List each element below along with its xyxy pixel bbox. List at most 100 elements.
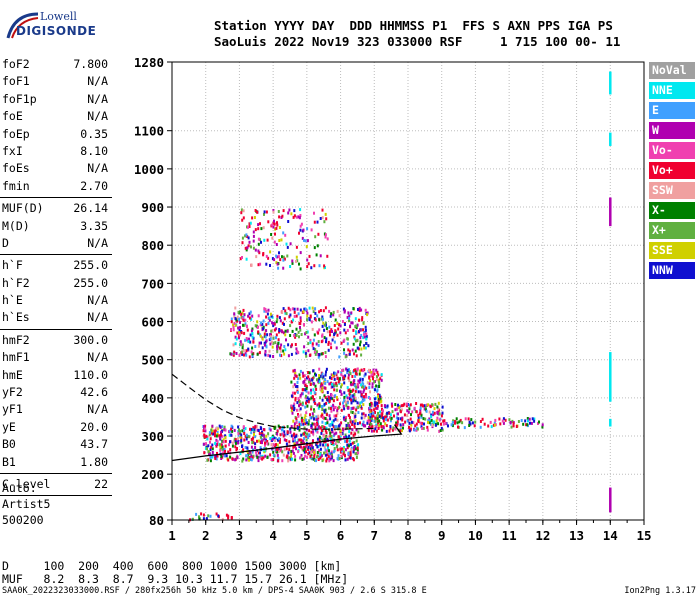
echo-point bbox=[289, 242, 292, 246]
echo-point bbox=[260, 341, 262, 345]
echo-point bbox=[436, 405, 439, 409]
echo-point bbox=[324, 351, 327, 354]
param-row: foE N/A bbox=[0, 108, 112, 125]
echo-point bbox=[314, 235, 317, 239]
echo-point bbox=[297, 351, 300, 355]
echo-point bbox=[324, 212, 327, 216]
echo-point bbox=[296, 424, 298, 428]
echo-point bbox=[257, 325, 259, 329]
echo-point bbox=[250, 317, 253, 321]
echo-point bbox=[204, 447, 207, 450]
echo-point bbox=[269, 333, 272, 337]
logo-text-digisonde: DIGISONDE bbox=[16, 24, 97, 38]
echo-point bbox=[289, 427, 292, 431]
echo-point bbox=[442, 422, 445, 426]
echo-point bbox=[362, 336, 365, 340]
echo-point bbox=[342, 404, 345, 408]
echo-point bbox=[433, 407, 436, 411]
echo-point bbox=[278, 251, 280, 255]
echo-point bbox=[324, 381, 327, 385]
echo-point bbox=[301, 418, 303, 422]
echo-point bbox=[246, 235, 249, 238]
echo-point bbox=[252, 239, 255, 243]
echo-point bbox=[364, 385, 366, 389]
echo-point bbox=[281, 459, 284, 463]
echo-point bbox=[282, 258, 285, 262]
echo-point bbox=[359, 343, 361, 347]
echo-point bbox=[252, 340, 255, 344]
echo-point bbox=[376, 404, 379, 408]
echo-point bbox=[368, 396, 370, 399]
echo-point bbox=[318, 404, 321, 408]
param-value: 22 bbox=[94, 476, 108, 491]
echo-point bbox=[327, 446, 330, 450]
echo-point bbox=[310, 391, 313, 395]
echo-point bbox=[326, 254, 329, 258]
echo-point bbox=[305, 428, 308, 432]
echo-point bbox=[365, 337, 368, 341]
echo-point bbox=[512, 424, 515, 428]
echo-point bbox=[222, 438, 225, 442]
y-tick-label: 1100 bbox=[134, 124, 164, 139]
echo-point bbox=[377, 378, 380, 382]
echo-point bbox=[303, 435, 306, 439]
echo-point bbox=[248, 456, 251, 459]
echo-point bbox=[363, 374, 366, 378]
echo-point bbox=[247, 225, 249, 229]
echo-point bbox=[282, 307, 285, 311]
echo-point bbox=[340, 371, 343, 375]
param-row: foEp 0.35 bbox=[0, 126, 112, 143]
param-row: yF1 N/A bbox=[0, 401, 112, 418]
echo-point bbox=[235, 337, 238, 341]
echo-point bbox=[331, 382, 334, 386]
echo-point bbox=[270, 340, 273, 344]
echo-point bbox=[357, 308, 359, 311]
echo-point bbox=[423, 407, 426, 411]
echo-point bbox=[317, 343, 320, 347]
echo-point bbox=[260, 321, 263, 325]
echo-point bbox=[284, 329, 287, 333]
echo-point bbox=[299, 319, 302, 323]
echo-point bbox=[244, 338, 247, 342]
echo-point bbox=[370, 429, 373, 433]
echo-point bbox=[241, 459, 244, 463]
echo-point bbox=[248, 337, 250, 341]
echo-point bbox=[401, 429, 403, 433]
echo-point bbox=[336, 309, 339, 313]
echo-point bbox=[417, 419, 420, 423]
echo-point bbox=[419, 421, 422, 425]
param-row: h`F2 255.0 bbox=[0, 275, 112, 292]
echo-point bbox=[349, 420, 352, 424]
echo-point bbox=[400, 417, 402, 421]
echo-point bbox=[275, 443, 277, 447]
echo-point bbox=[321, 333, 324, 337]
echo-point bbox=[256, 439, 258, 443]
echo-point bbox=[354, 349, 357, 353]
echo-point bbox=[300, 423, 303, 427]
echo-point bbox=[290, 404, 293, 408]
echo-point bbox=[412, 421, 415, 425]
echo-point bbox=[332, 434, 335, 438]
echo-point bbox=[468, 420, 471, 424]
echo-point bbox=[310, 453, 313, 457]
echo-point bbox=[238, 317, 241, 321]
echo-point bbox=[213, 431, 216, 435]
echo-point bbox=[306, 239, 309, 243]
echo-point bbox=[334, 417, 337, 421]
echo-point bbox=[290, 450, 293, 453]
echo-point bbox=[238, 331, 241, 335]
echo-point bbox=[359, 401, 362, 405]
echo-point bbox=[415, 428, 418, 432]
echo-point bbox=[265, 329, 268, 333]
echo-point bbox=[434, 423, 437, 427]
echo-point bbox=[386, 418, 389, 422]
echo-point bbox=[239, 257, 242, 261]
echo-point bbox=[290, 409, 293, 413]
echo-point bbox=[459, 418, 462, 422]
echo-point bbox=[345, 394, 348, 398]
echo-point bbox=[380, 404, 383, 408]
echo-point bbox=[370, 408, 373, 412]
echo-point bbox=[528, 417, 531, 421]
echo-point bbox=[326, 380, 329, 384]
echo-point bbox=[343, 348, 345, 352]
